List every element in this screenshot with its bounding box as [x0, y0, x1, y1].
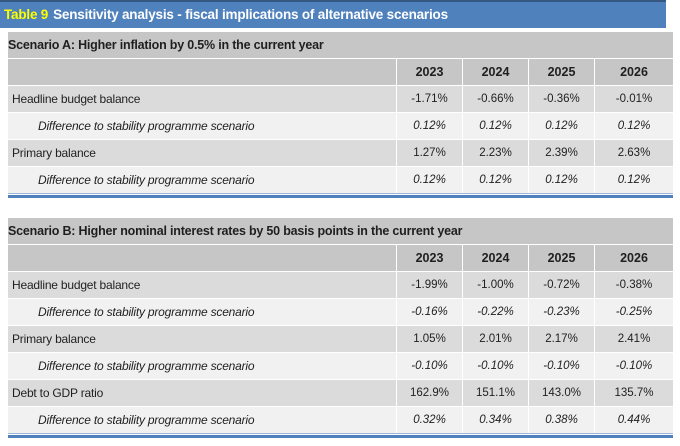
table-row: Difference to stability programme scenar… — [8, 352, 673, 379]
row-label: Primary balance — [8, 326, 396, 352]
year-cell: 2026 — [594, 245, 673, 271]
row-label: Difference to stability programme scenar… — [8, 407, 396, 433]
value-cell: 0.12% — [396, 113, 462, 139]
scenario-header: Scenario B: Higher nominal interest rate… — [8, 218, 673, 244]
table-bottom-border — [8, 193, 673, 198]
year-cell: 2024 — [462, 59, 528, 85]
table-row: Primary balance 1.27% 2.23% 2.39% 2.63% — [8, 139, 673, 166]
table-title: Sensitivity analysis - fiscal implicatio… — [53, 7, 448, 22]
value-cell: 0.12% — [594, 113, 673, 139]
year-cell: 2023 — [396, 245, 462, 271]
value-cell: 2.63% — [594, 140, 673, 166]
value-cell: -0.38% — [594, 272, 673, 298]
value-cell: -0.22% — [462, 299, 528, 325]
year-header-spacer — [8, 245, 396, 271]
value-cell: -1.71% — [396, 86, 462, 112]
row-label: Difference to stability programme scenar… — [8, 113, 396, 139]
value-cell: 2.17% — [528, 326, 594, 352]
value-cell: -0.72% — [528, 272, 594, 298]
year-cell: 2023 — [396, 59, 462, 85]
value-cell: 0.12% — [594, 167, 673, 193]
scenario-table: Scenario B: Higher nominal interest rate… — [8, 218, 673, 438]
scenario-table: Scenario A: Higher inflation by 0.5% in … — [8, 32, 673, 198]
value-cell: 151.1% — [462, 380, 528, 406]
table-row: Debt to GDP ratio 162.9% 151.1% 143.0% 135.7… — [8, 379, 673, 406]
scenario-header: Scenario A: Higher inflation by 0.5% in … — [8, 32, 673, 58]
value-cell: -0.66% — [462, 86, 528, 112]
value-cell: -0.25% — [594, 299, 673, 325]
row-label: Primary balance — [8, 140, 396, 166]
value-cell: 1.27% — [396, 140, 462, 166]
value-cell: 135.7% — [594, 380, 673, 406]
row-label: Difference to stability programme scenar… — [8, 299, 396, 325]
row-label: Difference to stability programme scenar… — [8, 353, 396, 379]
value-cell: 0.38% — [528, 407, 594, 433]
value-cell: 2.01% — [462, 326, 528, 352]
value-cell: 2.39% — [528, 140, 594, 166]
scenario-tables-container: Scenario A: Higher inflation by 0.5% in … — [8, 32, 673, 438]
year-cell: 2024 — [462, 245, 528, 271]
value-cell: -0.23% — [528, 299, 594, 325]
table-row: Difference to stability programme scenar… — [8, 298, 673, 325]
value-cell: 0.34% — [462, 407, 528, 433]
value-cell: 0.12% — [462, 113, 528, 139]
value-cell: -0.36% — [528, 86, 594, 112]
year-header-row: 2023 2024 2025 2026 — [8, 244, 673, 271]
row-label: Debt to GDP ratio — [8, 380, 396, 406]
year-header-spacer — [8, 59, 396, 85]
value-cell: -0.10% — [396, 353, 462, 379]
value-cell: 143.0% — [528, 380, 594, 406]
value-cell: -0.10% — [594, 353, 673, 379]
year-cell: 2025 — [528, 59, 594, 85]
row-label: Headline budget balance — [8, 86, 396, 112]
row-label: Headline budget balance — [8, 272, 396, 298]
table-row: Difference to stability programme scenar… — [8, 166, 673, 193]
table-row: Headline budget balance -1.99% -1.00% -0.72… — [8, 271, 673, 298]
table-title-bar: Table 9 Sensitivity analysis - fiscal imp… — [0, 0, 666, 28]
value-cell: 1.05% — [396, 326, 462, 352]
value-cell: 0.12% — [396, 167, 462, 193]
value-cell: -0.10% — [528, 353, 594, 379]
value-cell: -1.99% — [396, 272, 462, 298]
table-row: Difference to stability programme scenar… — [8, 112, 673, 139]
value-cell: 2.23% — [462, 140, 528, 166]
table-row: Primary balance 1.05% 2.01% 2.17% 2.41% — [8, 325, 673, 352]
table-row: Difference to stability programme scenar… — [8, 406, 673, 433]
year-cell: 2025 — [528, 245, 594, 271]
value-cell: -1.00% — [462, 272, 528, 298]
year-header-row: 2023 2024 2025 2026 — [8, 58, 673, 85]
value-cell: 0.12% — [462, 167, 528, 193]
table-row: Headline budget balance -1.71% -0.66% -0.36… — [8, 85, 673, 112]
value-cell: -0.01% — [594, 86, 673, 112]
table-bottom-border — [8, 433, 673, 438]
value-cell: 162.9% — [396, 380, 462, 406]
value-cell: 0.32% — [396, 407, 462, 433]
table-number: Table 9 — [4, 7, 49, 22]
year-cell: 2026 — [594, 59, 673, 85]
value-cell: -0.16% — [396, 299, 462, 325]
value-cell: -0.10% — [462, 353, 528, 379]
row-label: Difference to stability programme scenar… — [8, 167, 396, 193]
value-cell: 0.12% — [528, 167, 594, 193]
value-cell: 0.12% — [528, 113, 594, 139]
value-cell: 0.44% — [594, 407, 673, 433]
value-cell: 2.41% — [594, 326, 673, 352]
